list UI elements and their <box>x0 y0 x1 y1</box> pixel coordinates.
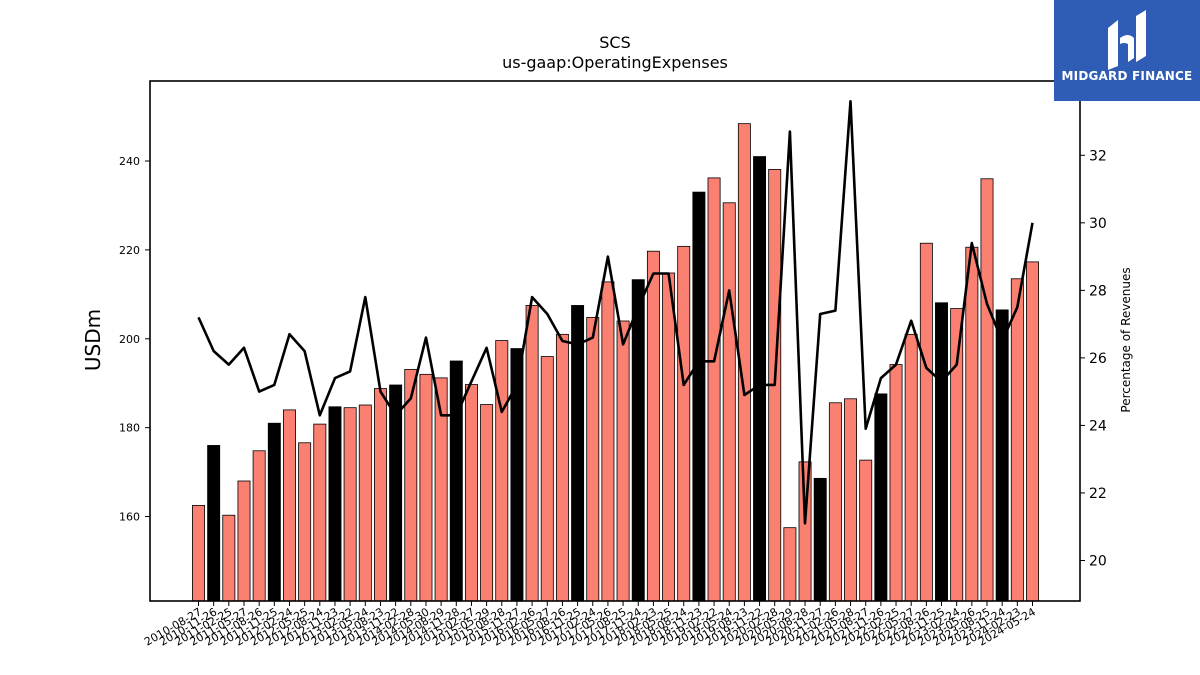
y2-tick-label: 24 <box>1089 418 1107 434</box>
bar <box>995 309 1009 602</box>
percentage-line <box>197 100 1034 525</box>
bar <box>237 480 251 602</box>
bar <box>646 250 660 602</box>
bar <box>1010 278 1024 602</box>
x-axis-ticks: 2010-08-272010-11-262011-02-252011-05-27… <box>142 601 1038 649</box>
y-tick-label: 200 <box>119 333 140 346</box>
bar <box>495 340 509 602</box>
y2-axis-label: Percentage of Revenues <box>1119 267 1133 413</box>
bar <box>464 384 478 602</box>
bar <box>267 422 281 602</box>
brand-name: MIDGARD FINANCE <box>1061 69 1193 83</box>
y-axis-label: USDm <box>81 308 105 372</box>
bar <box>662 272 676 602</box>
logo-mark-icon <box>1108 10 1146 70</box>
bar <box>950 308 964 602</box>
bar <box>722 202 736 602</box>
bar <box>692 191 706 602</box>
line-series <box>197 100 1034 525</box>
bar <box>358 404 372 602</box>
bar <box>373 388 387 602</box>
y2-tick-label: 30 <box>1089 216 1107 232</box>
y-tick-label: 180 <box>119 422 140 435</box>
bar <box>874 393 888 602</box>
y-tick-label: 220 <box>119 244 140 257</box>
bar <box>798 461 812 602</box>
bar <box>980 178 994 602</box>
y-axis-ticks: 160 180 200 220 240 <box>119 155 150 524</box>
bar <box>813 477 827 602</box>
bar <box>540 356 554 602</box>
bar <box>677 245 691 602</box>
bar <box>601 281 615 602</box>
y2-tick-label: 28 <box>1089 283 1107 299</box>
bar <box>343 407 357 602</box>
y2-tick-label: 22 <box>1089 486 1107 502</box>
bar <box>1026 261 1039 602</box>
chart-title: SCS <box>599 33 631 52</box>
chart-subtitle: us-gaap:OperatingExpenses <box>502 53 728 72</box>
brand-logo: MIDGARD FINANCE <box>1054 0 1200 101</box>
bar <box>222 514 236 602</box>
bar <box>252 450 266 602</box>
bar <box>586 317 600 602</box>
bar <box>828 402 842 602</box>
plot-frame <box>149 80 1081 602</box>
bar <box>919 242 933 602</box>
bar <box>844 398 858 602</box>
bar <box>480 404 494 602</box>
bar <box>298 442 312 602</box>
bar <box>904 333 918 602</box>
bar <box>207 445 221 602</box>
y2-tick-label: 26 <box>1089 351 1107 367</box>
axes <box>149 80 1081 602</box>
bar <box>935 302 948 602</box>
bar <box>283 409 296 602</box>
bar <box>965 246 979 602</box>
bar <box>389 384 403 602</box>
y-tick-label: 160 <box>119 511 140 524</box>
bar <box>616 320 630 602</box>
bar <box>707 177 721 602</box>
bar <box>449 360 463 602</box>
bar <box>783 527 797 602</box>
bar <box>571 305 585 602</box>
y2-tick-label: 32 <box>1089 148 1107 164</box>
bar <box>192 505 205 602</box>
bar <box>525 305 539 602</box>
y2-axis-ticks: 20 22 24 26 28 30 32 <box>1080 148 1107 569</box>
bar <box>328 406 342 602</box>
bar <box>753 156 767 602</box>
y-tick-label: 240 <box>119 155 140 168</box>
bar <box>631 279 645 602</box>
y2-tick-label: 20 <box>1089 553 1107 569</box>
bar <box>555 333 569 602</box>
bar <box>419 373 433 602</box>
bar-series <box>192 123 1039 602</box>
bar <box>889 364 903 602</box>
bar <box>859 459 873 602</box>
bar <box>313 423 327 602</box>
